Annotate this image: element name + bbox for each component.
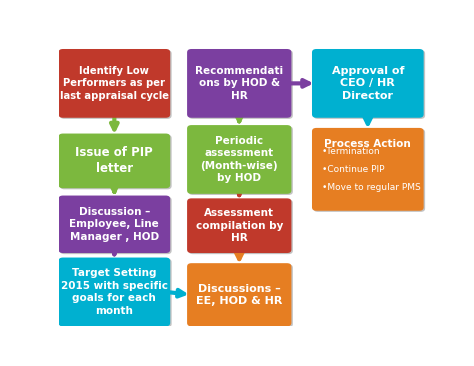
Text: Process Action: Process Action [324, 139, 411, 149]
FancyBboxPatch shape [189, 50, 293, 119]
FancyBboxPatch shape [60, 259, 172, 328]
FancyBboxPatch shape [60, 135, 172, 189]
FancyBboxPatch shape [189, 264, 293, 328]
FancyBboxPatch shape [312, 128, 424, 211]
FancyBboxPatch shape [58, 195, 170, 253]
Text: •Continue PIP: •Continue PIP [322, 165, 384, 174]
FancyBboxPatch shape [58, 134, 170, 188]
FancyBboxPatch shape [58, 49, 170, 118]
FancyBboxPatch shape [313, 129, 425, 212]
Text: Identify Low
Performers as per
last appraisal cycle: Identify Low Performers as per last appr… [60, 66, 169, 101]
FancyBboxPatch shape [313, 50, 425, 119]
FancyBboxPatch shape [187, 49, 292, 118]
FancyBboxPatch shape [187, 198, 292, 253]
FancyBboxPatch shape [189, 126, 293, 195]
FancyBboxPatch shape [60, 50, 172, 119]
Text: Approval of
CEO / HR
Director: Approval of CEO / HR Director [332, 66, 404, 101]
Text: •Move to regular PMS: •Move to regular PMS [322, 183, 420, 193]
Text: Periodic
assessment
(Month-wise)
by HOD: Periodic assessment (Month-wise) by HOD [201, 136, 278, 183]
FancyBboxPatch shape [187, 263, 292, 326]
FancyBboxPatch shape [58, 258, 170, 326]
FancyBboxPatch shape [60, 197, 172, 254]
FancyBboxPatch shape [312, 49, 424, 118]
Text: Issue of PIP
letter: Issue of PIP letter [75, 146, 153, 175]
Text: Target Setting
2015 with specific
goals for each
month: Target Setting 2015 with specific goals … [61, 268, 168, 315]
Text: Discussion –
Employee, Line
Manager , HOD: Discussion – Employee, Line Manager , HO… [70, 207, 159, 242]
Text: •Termination: •Termination [322, 147, 381, 156]
FancyBboxPatch shape [187, 125, 292, 194]
Text: Recommendati
ons by HOD &
HR: Recommendati ons by HOD & HR [195, 66, 283, 101]
Text: Discussions –
EE, HOD & HR: Discussions – EE, HOD & HR [196, 284, 283, 306]
Text: Assessment
compilation by
HR: Assessment compilation by HR [196, 208, 283, 243]
FancyBboxPatch shape [189, 199, 293, 254]
